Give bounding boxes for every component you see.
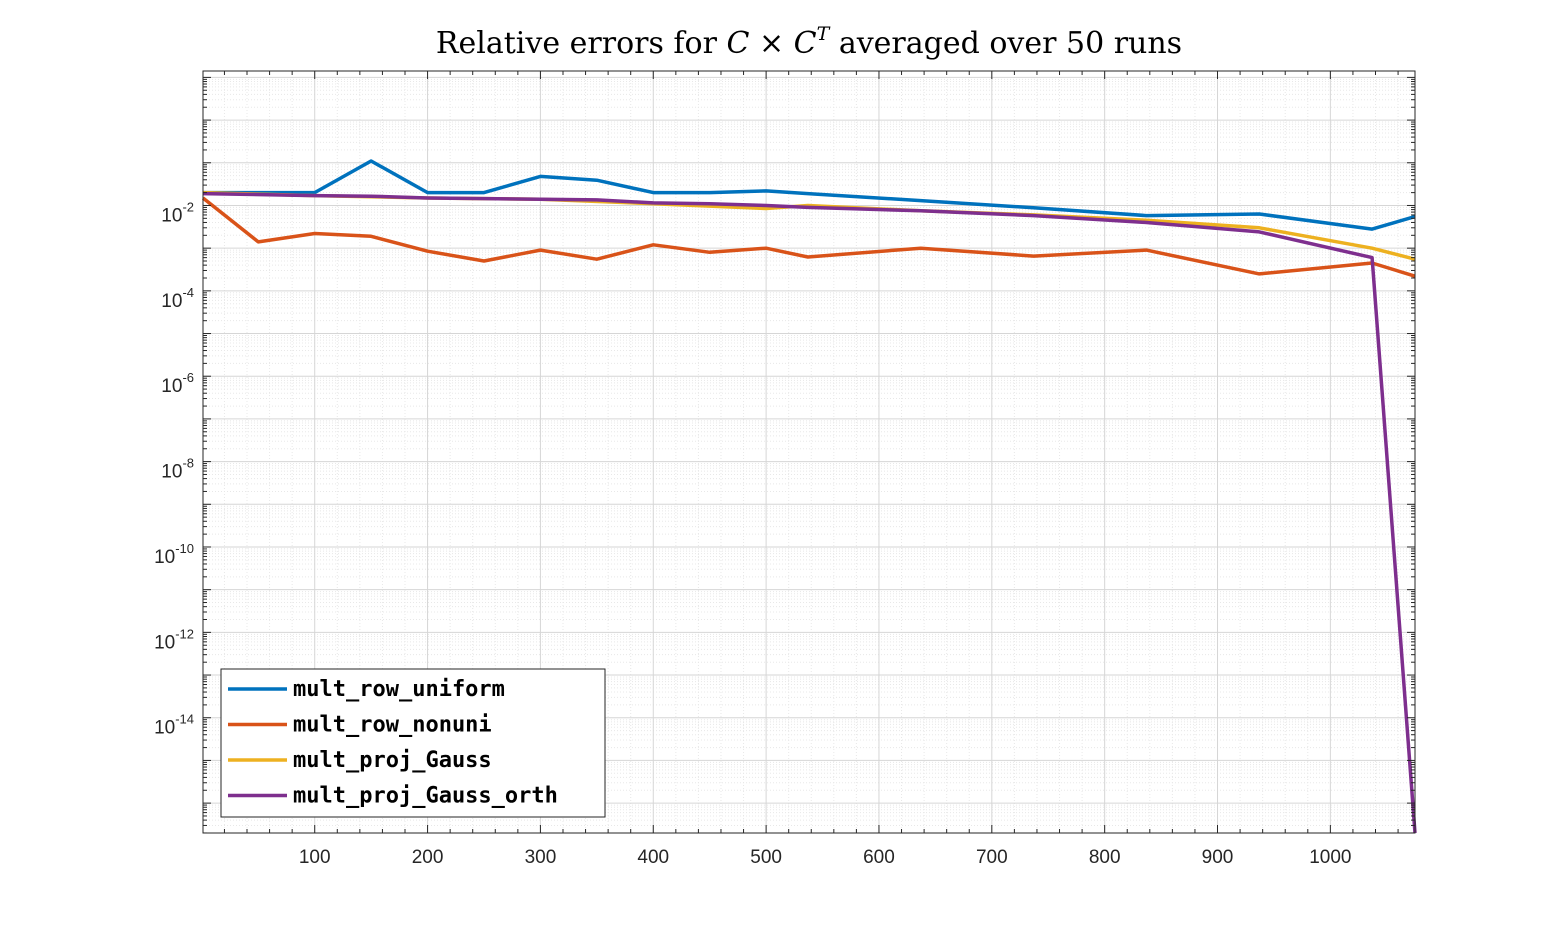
x-tick-label: 100 (299, 847, 331, 868)
chart-title-math-c-second: C (794, 26, 817, 61)
chart-title-prefix: Relative errors for (436, 26, 727, 61)
chart-title-suffix: averaged over 50 runs (829, 26, 1182, 61)
chart-title-times: × (749, 26, 793, 61)
y-tick-label-base: 10 (154, 632, 175, 653)
y-tick-label-base: 10 (161, 291, 182, 312)
series-line-mult-proj-Gauss-orth (202, 191, 1417, 834)
y-tick-label-exponent: -10 (175, 541, 194, 556)
y-tick-label: 10-14 (154, 712, 194, 739)
y-tick-label-base: 10 (161, 205, 182, 226)
tick-marks (203, 71, 1415, 834)
legend-box (220, 668, 606, 818)
chart-title: Relative errors for C × CT averaged over… (436, 23, 1182, 61)
y-tick-label-base: 10 (161, 376, 182, 397)
chart-title-math-c: C (726, 26, 749, 61)
x-tick-label: 600 (863, 847, 895, 868)
y-tick-label-base: 10 (154, 718, 175, 739)
x-tick-labels: 100 200 300 400 500 600 700 800 900 1000 (299, 847, 1352, 868)
x-tick-label: 1000 (1309, 847, 1351, 868)
x-tick-label: 500 (750, 847, 782, 868)
x-tick-label: 700 (976, 847, 1008, 868)
chart-title-superscript: T (817, 23, 831, 45)
y-tick-label: 10-10 (154, 541, 194, 568)
legend-label-mult-proj-Gauss-orth: mult_proj_Gauss_orth (293, 784, 558, 809)
y-tick-label-exponent: -4 (182, 285, 194, 300)
y-tick-label-exponent: -2 (182, 199, 194, 214)
legend: mult_row_uniform mult_row_nonuni mult_proj… (220, 668, 606, 818)
x-tick-label: 200 (412, 847, 444, 868)
y-tick-label-exponent: -6 (182, 370, 194, 385)
legend-label-mult-row-uniform: mult_row_uniform (293, 677, 505, 702)
axes-box (202, 70, 1416, 834)
legend-label-mult-row-nonuni: mult_row_nonuni (293, 713, 492, 738)
y-tick-label: 10-12 (154, 626, 194, 653)
y-tick-label-exponent: -8 (182, 456, 194, 471)
y-tick-label: 10-4 (161, 285, 194, 312)
y-tick-label-exponent: -12 (175, 626, 194, 641)
series-layer (201, 159, 1417, 834)
series-line-mult-row-uniform (203, 159, 1416, 231)
y-tick-label-exponent: -14 (175, 712, 194, 727)
y-tick-label: 10-6 (161, 370, 194, 397)
series-line-mult-row-nonuni (201, 196, 1416, 278)
y-tick-label: 10-2 (161, 199, 194, 226)
y-tick-label-base: 10 (154, 547, 175, 568)
x-tick-label: 800 (1089, 847, 1121, 868)
y-tick-label-base: 10 (161, 462, 182, 483)
x-tick-label: 400 (637, 847, 669, 868)
legend-label-mult-proj-Gauss: mult_proj_Gauss (293, 748, 492, 773)
x-tick-label: 300 (525, 847, 557, 868)
y-tick-label: 10-8 (161, 456, 194, 483)
x-tick-label: 900 (1202, 847, 1234, 868)
